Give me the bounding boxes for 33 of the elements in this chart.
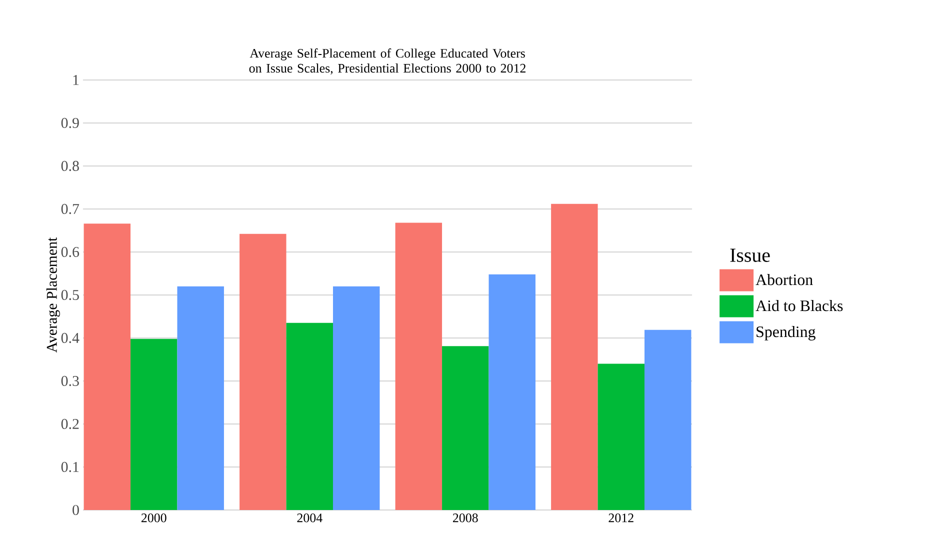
- bar: [395, 222, 442, 510]
- x-tick-label: 2012: [608, 514, 634, 522]
- y-tick-label: 0.8: [61, 160, 79, 172]
- x-tick-label: 2008: [453, 514, 478, 522]
- bar: [644, 330, 692, 510]
- bar: [442, 346, 489, 510]
- x-tick-label: 2004: [297, 514, 322, 522]
- bar: [332, 286, 380, 510]
- y-tick-label: 0.4: [61, 332, 80, 344]
- y-tick-label: 0.9: [61, 118, 79, 128]
- y-tick-label: 0.6: [61, 246, 80, 258]
- bar: [177, 286, 224, 510]
- bar: [130, 338, 178, 510]
- y-tick-label: 0.7: [61, 204, 80, 214]
- bar: [551, 204, 598, 510]
- y-tick-label: 0.1: [61, 462, 79, 472]
- x-tick-label: 2000: [141, 514, 166, 522]
- y-tick-label: 0: [72, 504, 79, 516]
- bar: [488, 274, 536, 510]
- y-tick-label: 0.2: [61, 418, 79, 430]
- bar: [286, 322, 333, 510]
- bar: [240, 234, 286, 510]
- y-tick-label: 0.3: [61, 376, 79, 386]
- y-tick-label: 1: [73, 75, 79, 85]
- legend-title: Issue: [730, 248, 770, 262]
- y-axis-title: Average Placement: [46, 237, 60, 353]
- bar: [598, 364, 645, 510]
- legend-label: Aid to Blacks: [756, 300, 843, 312]
- bar: [84, 224, 131, 510]
- chart-title: Average Self-Placement of College Educated Voters on Issue Scales, Presidential Elections 2000 to 2012: [249, 48, 526, 74]
- y-tick-label: 0.5: [61, 290, 79, 300]
- legend-label: Spending: [756, 326, 816, 340]
- legend-label: Abortion: [756, 274, 813, 286]
